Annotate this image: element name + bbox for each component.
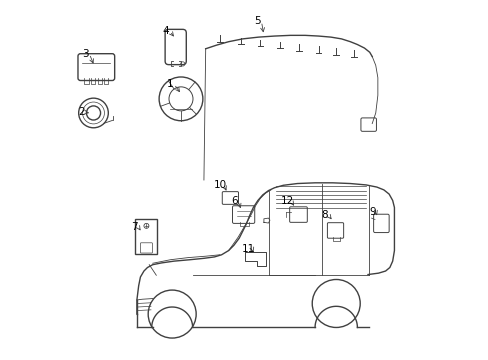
Text: 8: 8 xyxy=(321,210,327,220)
Text: 12: 12 xyxy=(280,196,294,206)
Text: 1: 1 xyxy=(167,79,173,89)
Text: 2: 2 xyxy=(78,107,84,117)
Text: 4: 4 xyxy=(163,26,169,36)
Text: 9: 9 xyxy=(368,207,375,217)
Text: 3: 3 xyxy=(82,49,89,59)
Text: 6: 6 xyxy=(231,196,238,206)
Text: 7: 7 xyxy=(131,221,138,231)
Text: 5: 5 xyxy=(254,16,261,26)
Text: 10: 10 xyxy=(214,180,226,190)
Text: 11: 11 xyxy=(242,244,255,254)
